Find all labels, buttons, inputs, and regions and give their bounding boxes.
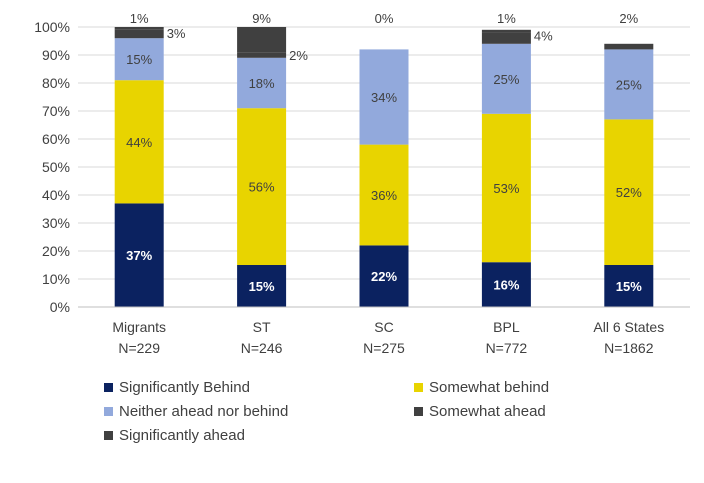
x-category-label: BPL xyxy=(493,319,520,335)
data-label: 36% xyxy=(371,188,397,203)
x-category-label: Migrants xyxy=(112,319,166,335)
x-category-label: N=772 xyxy=(486,340,528,356)
bar-segment xyxy=(237,265,287,307)
x-category-label: SC xyxy=(374,319,393,335)
bar-segment xyxy=(114,203,164,307)
data-label: 44% xyxy=(126,135,152,150)
bar-segment xyxy=(604,119,654,266)
bar-segment xyxy=(481,43,531,114)
bar-segment xyxy=(481,32,531,44)
bar-segment xyxy=(237,57,287,109)
y-tick-label: 80% xyxy=(42,75,70,91)
legend-swatch xyxy=(104,430,113,440)
legend-item: Somewhat ahead xyxy=(414,400,664,422)
data-label: 16% xyxy=(493,278,519,293)
x-category-label: All 6 States xyxy=(593,319,664,335)
data-label: 25% xyxy=(616,77,642,92)
data-label: 56% xyxy=(249,180,275,195)
bar-segment xyxy=(481,262,531,307)
legend-item: Significantly ahead xyxy=(104,424,414,446)
data-label: 2% xyxy=(289,48,308,63)
legend-item: Neither ahead nor behind xyxy=(104,400,414,422)
y-tick-label: 30% xyxy=(42,215,70,231)
legend-label: Neither ahead nor behind xyxy=(119,402,289,420)
data-label: 15% xyxy=(249,279,275,294)
data-label: 1% xyxy=(497,11,516,26)
data-label: 1% xyxy=(130,11,149,26)
bar-segment xyxy=(237,27,287,53)
data-label: 34% xyxy=(371,90,397,105)
data-label: 4% xyxy=(534,29,553,44)
data-label: 15% xyxy=(126,52,152,67)
data-label: 25% xyxy=(493,72,519,87)
data-label: 18% xyxy=(249,76,275,91)
bar-segment xyxy=(359,245,409,307)
legend: Significantly Behind Somewhat behind Neith… xyxy=(104,376,664,446)
bar-segment xyxy=(114,29,164,39)
legend-label: Somewhat behind xyxy=(429,378,550,396)
stacked-bar-chart: 0% 10% 20% 30% 40% 50% 60% 70% 80% 90% 100% 37% 44% 1… xyxy=(34,11,690,356)
data-label: 37% xyxy=(126,248,152,263)
legend-swatch xyxy=(414,406,423,416)
y-tick-label: 10% xyxy=(42,271,70,287)
x-category-label: N=275 xyxy=(363,340,405,356)
bar-segment xyxy=(604,49,654,120)
legend-label: Significantly Behind xyxy=(119,378,250,396)
legend-swatch xyxy=(104,406,113,416)
bar-segment xyxy=(114,80,164,204)
legend-item: Somewhat behind xyxy=(414,376,664,398)
data-label: 52% xyxy=(616,185,642,200)
bar-segment xyxy=(481,29,531,33)
x-category-label: N=1862 xyxy=(604,340,654,356)
y-tick-label: 20% xyxy=(42,243,70,259)
x-category-label: ST xyxy=(253,319,271,335)
y-tick-label: 40% xyxy=(42,187,70,203)
bar-segment xyxy=(359,49,409,145)
bar-segment xyxy=(237,108,287,265)
y-tick-label: 60% xyxy=(42,131,70,147)
data-label: 9% xyxy=(252,11,271,26)
legend-label: Significantly ahead xyxy=(119,426,245,444)
bar-segment xyxy=(604,43,654,50)
legend-swatch xyxy=(414,382,423,392)
data-label: 2% xyxy=(619,11,638,26)
y-tick-label: 90% xyxy=(42,47,70,63)
data-label: 3% xyxy=(167,26,186,41)
x-category-label: N=246 xyxy=(241,340,283,356)
legend-label: Somewhat ahead xyxy=(429,402,546,420)
bar-segment xyxy=(359,144,409,246)
y-tick-label: 70% xyxy=(42,103,70,119)
legend-swatch xyxy=(104,382,113,392)
data-label: 53% xyxy=(493,181,519,196)
data-label: 15% xyxy=(616,279,642,294)
bar-segment xyxy=(114,38,164,81)
bar-segment xyxy=(481,113,531,263)
y-tick-label: 50% xyxy=(42,159,70,175)
y-tick-label: 100% xyxy=(34,19,70,35)
bar-segment xyxy=(604,265,654,307)
x-category-label: N=229 xyxy=(118,340,160,356)
bar-segment xyxy=(114,27,164,30)
legend-item: Significantly Behind xyxy=(104,376,414,398)
data-label: 22% xyxy=(371,269,397,284)
data-label: 0% xyxy=(375,11,394,26)
y-tick-label: 0% xyxy=(50,299,70,315)
bar-segment xyxy=(237,52,287,58)
